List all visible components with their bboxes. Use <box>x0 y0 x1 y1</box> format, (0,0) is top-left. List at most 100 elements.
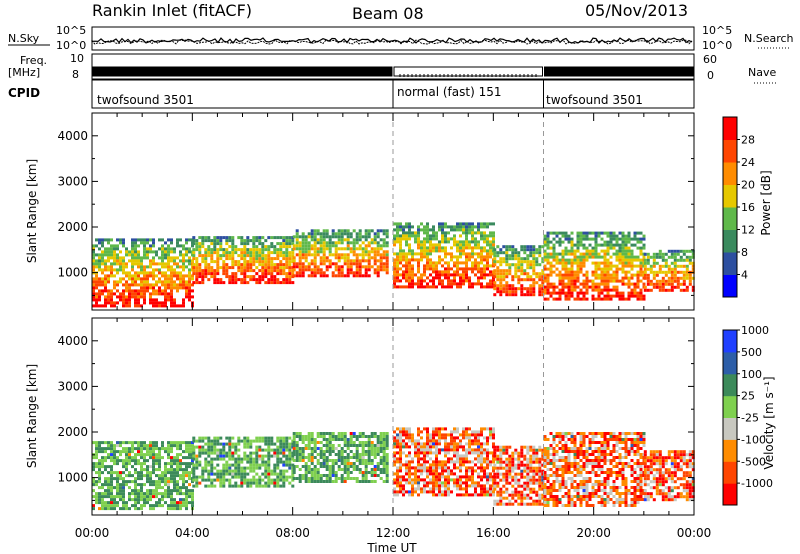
echo-cell <box>128 298 131 302</box>
echo-cell <box>532 293 536 297</box>
echo-cell <box>379 265 383 269</box>
echo-cell <box>140 507 143 511</box>
echo-cell <box>358 247 362 251</box>
echo-cell <box>456 445 459 449</box>
echo-cell <box>173 462 176 466</box>
echo-cell <box>588 285 592 289</box>
echo-cell <box>140 286 143 290</box>
echo-cell <box>328 247 332 251</box>
echo-cell <box>185 447 188 451</box>
echo-cell <box>582 273 586 277</box>
echo-cell <box>435 442 438 446</box>
echo-cell <box>646 276 650 280</box>
echo-cell <box>453 481 456 485</box>
echo-cell <box>685 288 689 292</box>
freq-label: Freq. <box>20 54 47 67</box>
echo-cell <box>252 275 256 279</box>
echo-cell <box>101 280 104 284</box>
echo-cell <box>313 447 317 450</box>
echo-cell <box>361 250 365 254</box>
echo-cell <box>319 232 323 236</box>
echo-cell <box>164 450 167 454</box>
echo-cell <box>529 275 533 279</box>
echo-cell <box>367 250 371 254</box>
echo-cell <box>664 270 668 274</box>
echo-cell <box>349 265 353 269</box>
echo-cell <box>155 262 158 266</box>
echo-cell <box>402 258 405 262</box>
echo-cell <box>570 246 574 250</box>
echo-cell <box>176 501 179 505</box>
echo-cell <box>376 229 380 233</box>
echo-cell <box>210 260 214 264</box>
echo-cell <box>505 463 509 467</box>
echo-cell <box>92 265 95 269</box>
echo-cell <box>417 451 420 455</box>
echo-cell <box>264 269 268 273</box>
echo-cell <box>173 480 176 484</box>
echo-cell <box>243 272 247 276</box>
echo-cell <box>624 249 628 253</box>
echo-cell <box>282 442 286 446</box>
echo-cell <box>511 460 515 464</box>
echo-cell <box>399 430 402 434</box>
echo-cell <box>307 480 311 483</box>
echo-cell <box>149 483 152 487</box>
echo-cell <box>234 466 238 470</box>
echo-cell <box>204 457 208 461</box>
echo-cell <box>104 480 107 484</box>
echo-cell <box>385 480 389 483</box>
echo-cell <box>471 282 474 286</box>
echo-cell <box>517 278 521 282</box>
echo-cell <box>477 484 480 488</box>
echo-cell <box>358 274 362 278</box>
echo-cell <box>546 243 550 247</box>
strip-traces <box>91 37 694 108</box>
echo-cell <box>603 264 607 268</box>
echo-cell <box>249 484 253 488</box>
echo-cell <box>134 471 137 475</box>
echo-cell <box>188 462 191 466</box>
echo-cell <box>505 448 509 452</box>
echo-cell <box>561 279 565 283</box>
echo-cell <box>594 297 598 301</box>
echo-cell <box>273 251 277 255</box>
echo-cell <box>532 266 536 270</box>
echo-cell <box>465 228 468 232</box>
echo-cell <box>313 271 317 275</box>
echo-cell <box>480 267 483 271</box>
echo-cell <box>630 249 634 253</box>
echo-cell <box>292 441 296 444</box>
echo-cell <box>258 436 262 440</box>
echo-cell <box>618 267 622 271</box>
echo-cell <box>591 261 595 265</box>
nave-tick-top: 60 <box>703 53 717 66</box>
echo-cell <box>240 251 244 255</box>
echo-cell <box>110 265 113 269</box>
echo-cell <box>98 304 101 308</box>
echo-cell <box>532 251 536 255</box>
echo-cell <box>399 487 402 491</box>
echo-cell <box>343 253 347 257</box>
echo-cell <box>546 267 550 271</box>
echo-cell <box>646 282 650 286</box>
echo-cell <box>523 269 527 273</box>
echo-cell <box>435 276 438 280</box>
echo-cell <box>618 258 622 262</box>
echo-cell <box>107 268 110 272</box>
echo-cell <box>408 490 411 494</box>
echo-cell <box>621 294 625 298</box>
echo-cell <box>508 269 512 273</box>
echo-cell <box>396 225 399 229</box>
echo-cell <box>176 459 179 463</box>
echo-cell <box>92 465 95 469</box>
echo-cell <box>402 285 405 289</box>
echo-cell <box>514 266 518 270</box>
echo-cell <box>113 283 116 287</box>
echo-cell <box>292 432 296 435</box>
echo-cell <box>385 462 389 465</box>
echo-cell <box>379 477 383 480</box>
echo-cell <box>535 260 539 264</box>
echo-cell <box>298 432 302 435</box>
echo-cell <box>444 285 447 289</box>
